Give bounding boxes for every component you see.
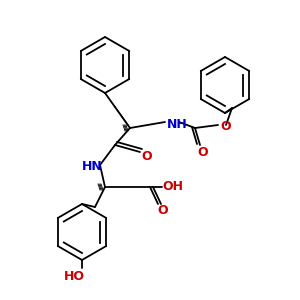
Text: O: O — [198, 146, 208, 158]
Text: HO: HO — [64, 270, 85, 283]
Text: OH: OH — [162, 181, 183, 194]
Text: O: O — [158, 203, 168, 217]
Text: O: O — [142, 151, 152, 164]
Text: NH: NH — [167, 118, 188, 130]
Text: HN: HN — [82, 160, 103, 173]
Text: O: O — [220, 119, 231, 133]
